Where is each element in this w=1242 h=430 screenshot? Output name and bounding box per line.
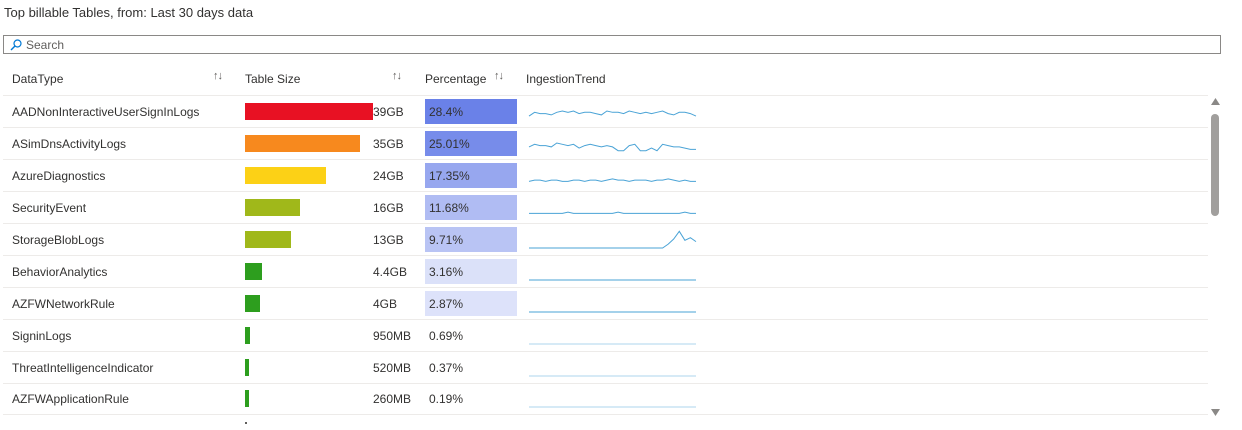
percentage-value: 0.69% <box>429 329 464 343</box>
search-box[interactable] <box>3 35 1221 54</box>
ingestion-trend-sparkline <box>529 375 696 377</box>
row-divider <box>3 223 1208 224</box>
table-size-bar <box>245 231 291 248</box>
percentage-heat-cell <box>425 227 517 252</box>
datatype-cell: ASimDnsActivityLogs <box>12 137 127 151</box>
ingestion-trend-sparkline <box>529 211 696 214</box>
percentage-value: 2.87% <box>429 297 464 311</box>
percentage-value: 3.16% <box>429 265 464 279</box>
scroll-down-arrow-icon[interactable] <box>1211 409 1220 416</box>
row-divider <box>3 414 1208 415</box>
percentage-value: 0.37% <box>429 361 464 375</box>
row-divider <box>3 159 1208 160</box>
table-size-bar <box>245 167 326 184</box>
sort-icon-percentage[interactable]: ↑↓ <box>494 70 504 82</box>
table-size-value: 4GB <box>373 297 398 311</box>
table-size-value: 24GB <box>373 169 404 183</box>
percentage-value: 25.01% <box>429 137 470 151</box>
ingestion-trend-sparkline <box>529 343 696 345</box>
percentage-heat-cell <box>425 163 517 188</box>
datatype-cell: BehaviorAnalytics <box>12 265 108 279</box>
table-row[interactable]: AZFWNetworkRule 4GB 2.87% <box>0 288 1208 320</box>
percentage-value: 28.4% <box>429 105 464 119</box>
percentage-heat-cell <box>425 291 517 316</box>
table-row[interactable]: BehaviorAnalytics 4.4GB 3.16% <box>0 256 1208 288</box>
table-size-value: 4.4GB <box>373 265 408 279</box>
table-size-value: 39GB <box>373 105 404 119</box>
table-row[interactable]: SecurityEvent 16GB 11.68% <box>0 192 1208 224</box>
datatype-cell: SecurityEvent <box>12 201 87 215</box>
datatype-cell: ThreatIntelligenceIndicator <box>12 361 154 375</box>
ingestion-trend-sparkline <box>529 311 696 313</box>
row-divider <box>3 255 1208 256</box>
column-header-ingestion-trend[interactable]: IngestionTrend <box>526 72 606 86</box>
sparkline-path <box>529 230 697 249</box>
table-size-value: 35GB <box>373 137 404 151</box>
scrollbar-thumb[interactable] <box>1211 114 1219 216</box>
sparkline-path <box>529 211 696 214</box>
ingestion-trend-sparkline <box>529 279 696 281</box>
percentage-heat-cell <box>425 259 517 284</box>
table-row[interactable]: SigninLogs 950MB 0.69% <box>0 320 1208 352</box>
datatype-cell: AADNonInteractiveUserSignInLogs <box>12 105 200 119</box>
datatype-cell: StorageBlobLogs <box>12 233 105 247</box>
table-size-bar <box>245 103 373 120</box>
ingestion-trend-sparkline <box>528 110 697 117</box>
datatype-cell: AZFWApplicationRule <box>12 392 129 406</box>
sort-icon-datatype[interactable]: ↑↓ <box>213 70 223 82</box>
row-divider <box>3 127 1208 128</box>
table-size-value: 950MB <box>373 329 412 343</box>
percentage-value: 11.68% <box>429 201 469 215</box>
table-size-value: 16GB <box>373 201 404 215</box>
ingestion-trend-sparkline <box>528 142 696 152</box>
datatype-cell: SigninLogs <box>12 329 72 343</box>
table-size-bar <box>245 135 360 152</box>
percentage-heat-cell <box>425 99 517 124</box>
sparkline-path <box>528 178 696 182</box>
table-size-bar <box>245 327 250 344</box>
row-divider <box>3 319 1208 320</box>
table-size-value: 260MB <box>373 392 412 406</box>
percentage-value: 9.71% <box>429 233 464 247</box>
column-header-table-size[interactable]: Table Size <box>245 72 301 86</box>
row-divider <box>3 383 1208 384</box>
datatype-cell: AZFWNetworkRule <box>12 297 115 311</box>
table-row[interactable]: ASimDnsActivityLogs 35GB 25.01% <box>0 128 1208 160</box>
percentage-value: 17.35% <box>429 169 470 183</box>
percentage-heat-cell <box>425 131 517 156</box>
scroll-up-arrow-icon[interactable] <box>1211 98 1220 105</box>
table-size-bar <box>245 359 249 376</box>
sparkline-path <box>528 142 696 152</box>
table-size-bar <box>245 390 249 407</box>
percentage-value: 0.19% <box>429 392 464 406</box>
search-input[interactable] <box>22 37 1206 52</box>
sort-icon-table-size[interactable]: ↑↓ <box>392 70 402 82</box>
ingestion-trend-sparkline <box>529 230 697 249</box>
ingestion-trend-sparkline <box>528 178 696 182</box>
sparkline-path <box>528 110 697 117</box>
header-divider <box>3 95 1208 96</box>
table-row[interactable]: AZFWApplicationRule 260MB 0.19% <box>0 383 1208 415</box>
next-row-marker <box>245 422 247 424</box>
column-header-datatype[interactable]: DataType <box>12 72 64 86</box>
search-icon <box>10 38 22 50</box>
row-divider <box>3 351 1208 352</box>
table-size-value: 13GB <box>373 233 404 247</box>
table-size-bar <box>245 263 262 280</box>
table-row[interactable]: StorageBlobLogs 13GB 9.71% <box>0 224 1208 256</box>
percentage-heat-cell <box>425 195 517 220</box>
datatype-cell: AzureDiagnostics <box>12 169 106 183</box>
table-size-bar <box>245 199 300 216</box>
ingestion-trend-sparkline <box>529 406 696 408</box>
table-row[interactable]: ThreatIntelligenceIndicator 520MB 0.37% <box>0 352 1208 384</box>
widget-title: Top billable Tables, from: Last 30 days … <box>4 5 254 20</box>
table-row[interactable]: AADNonInteractiveUserSignInLogs 39GB 28.… <box>0 96 1208 128</box>
row-divider <box>3 191 1208 192</box>
table-size-value: 520MB <box>373 361 412 375</box>
table-row[interactable]: AzureDiagnostics 24GB 17.35% <box>0 160 1208 192</box>
table-size-bar <box>245 295 260 312</box>
column-header-percentage[interactable]: Percentage <box>425 72 487 86</box>
row-divider <box>3 287 1208 288</box>
